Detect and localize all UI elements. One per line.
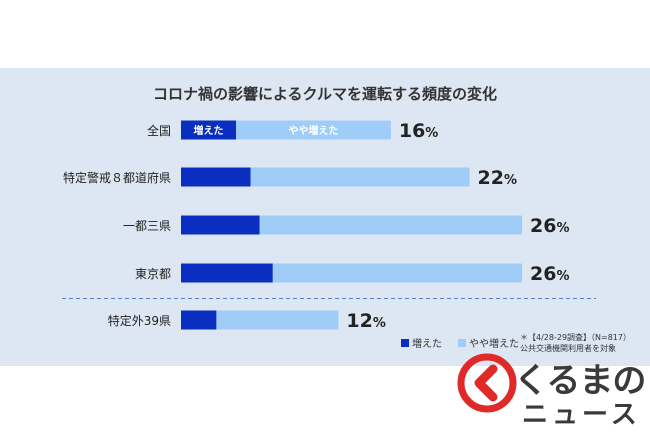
total-value-label: 12%: [346, 310, 385, 332]
category-label: 東京都: [135, 267, 171, 281]
bar-segment: [236, 120, 391, 140]
kuruma-logo-icon: [457, 353, 517, 413]
total-value-label: 26%: [530, 263, 569, 285]
chart-title: コロナ禍の影響によるクルマを運転する頻度の変化: [153, 85, 497, 103]
chart-rows: 全国 増えた やや増えた 16% 特定警戒８都道府県 22% 一都三県 26% 東京都 26% 特定…: [63, 120, 570, 332]
total-value-label: 16%: [399, 120, 438, 142]
logo-text-line2: ニュース: [522, 400, 641, 430]
bar-segment: [181, 310, 217, 330]
category-label: 一都三県: [123, 219, 171, 233]
total-value-label: 22%: [478, 167, 517, 189]
bar-segment: [250, 167, 470, 187]
bar-segment: [272, 263, 522, 283]
note-line: ＊【4/28-29調査】（N=817）: [520, 332, 631, 342]
legend-swatch: [458, 339, 466, 347]
total-value-label: 26%: [530, 215, 569, 237]
bar-segment-label: 増えた: [194, 124, 224, 137]
category-label: 特定外39県: [108, 313, 171, 328]
legend-label: やや増えた: [469, 337, 519, 350]
category-label: 全国: [147, 123, 171, 138]
bar-segment: [259, 215, 522, 235]
logo-text-line1: くるまの: [514, 361, 646, 401]
bar-segment: [181, 120, 237, 140]
bar-segment-label: やや増えた: [288, 124, 338, 137]
legend-label: 増えた: [412, 337, 442, 350]
legend: 増えた やや増えた: [401, 337, 519, 350]
bar-segment: [181, 263, 273, 283]
legend-swatch: [401, 339, 409, 347]
bar-segment: [181, 215, 260, 235]
note-line: 公共交通機関利用者を対象: [520, 343, 616, 353]
bar-segment: [181, 167, 251, 187]
category-label: 特定警戒８都道府県: [63, 170, 171, 185]
bar-segment: [216, 310, 339, 330]
note: ＊【4/28-29調査】（N=817）公共交通機関利用者を対象: [520, 332, 631, 353]
